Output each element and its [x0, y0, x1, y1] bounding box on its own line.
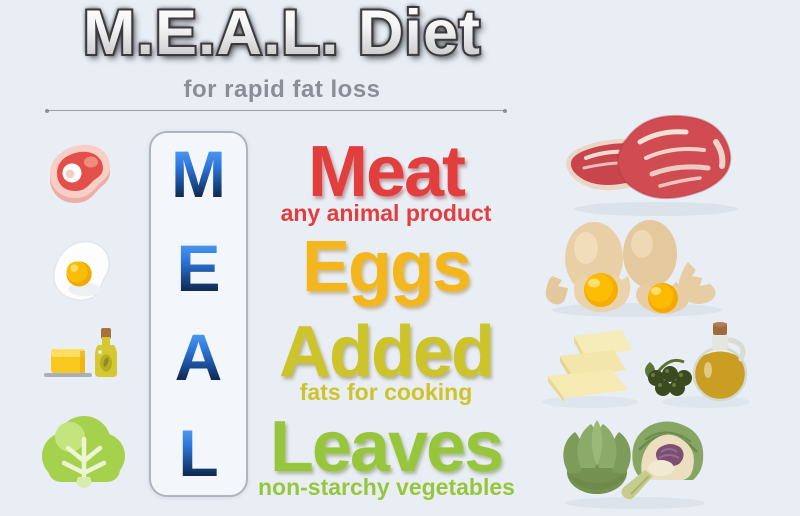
word-meat-description: any animal product: [280, 200, 492, 226]
butter-oil-icon: [42, 325, 118, 381]
acronym-letter-a: A: [151, 324, 246, 390]
lettuce-icon: [40, 411, 128, 493]
word-eggs: Eggs: [301, 227, 472, 307]
header-divider: [45, 108, 507, 113]
header: M.E.A.L. Diet M.E.A.L. Diet for rapid fa…: [0, 0, 564, 103]
page-title: M.E.A.L. Diet M.E.A.L. Diet: [0, 0, 564, 70]
page-title-text: M.E.A.L. Diet: [0, 0, 564, 66]
acronym-box: M E A L: [149, 131, 248, 497]
artichokes-photo: [555, 410, 720, 510]
acronym-letter-e: E: [151, 235, 246, 301]
butter-olive-oil-photo: [538, 322, 753, 410]
word-meat: Meat: [307, 132, 466, 212]
word-added: Added: [279, 312, 495, 392]
page-title-shadow: M.E.A.L. Diet: [0, 0, 564, 68]
word-leaves-description: non-starchy vegetables: [258, 474, 515, 500]
steak-icon: [45, 141, 115, 211]
acronym-letter-m: M: [151, 141, 246, 207]
word-added-description: fats for cooking: [299, 379, 473, 405]
acronym-letter-l: L: [151, 420, 246, 486]
page-subtitle: for rapid fat loss: [183, 76, 381, 103]
word-leaves: Leaves: [269, 407, 504, 487]
raw-steaks-photo: [556, 106, 746, 218]
cracked-eggs-photo: [542, 214, 734, 318]
fried-egg-icon: [50, 239, 112, 303]
